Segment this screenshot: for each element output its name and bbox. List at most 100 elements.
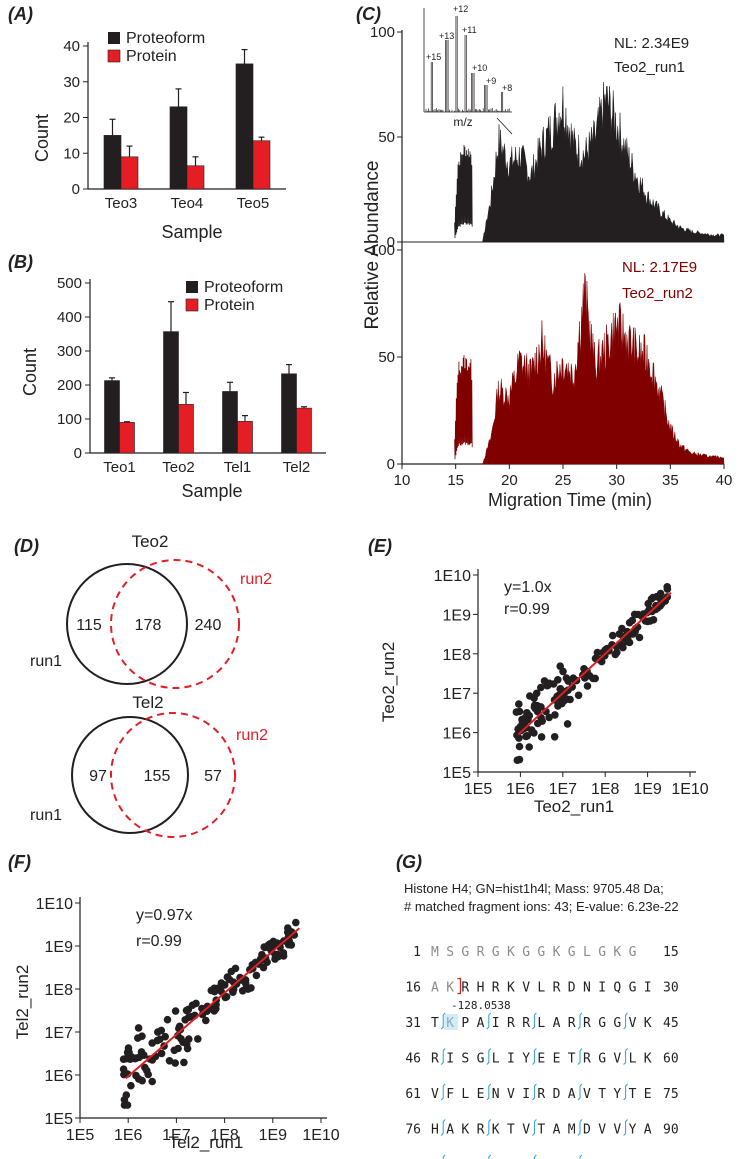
residue: V	[629, 1016, 637, 1031]
bar-proteoform	[223, 391, 238, 453]
residue: R	[568, 1016, 576, 1031]
fragment-marker	[532, 1084, 536, 1100]
fragment-marker	[578, 1155, 582, 1159]
fragment-marker	[624, 1013, 628, 1029]
bar-chart-a: Count Sample Proteoform Protein 0 10 20 30 4…	[32, 30, 286, 242]
residue: A	[644, 1123, 652, 1138]
data-point	[127, 1082, 135, 1090]
y-tick-label: 30	[63, 74, 80, 91]
residue: K	[507, 981, 515, 996]
inset-charge-label: +10	[472, 63, 487, 73]
data-point	[515, 700, 523, 708]
bar-proteoform	[282, 374, 297, 453]
electropherogram-c: Relative Abundance Migration Time (min) …	[362, 4, 732, 510]
x-tick-label: Teo1	[103, 459, 136, 476]
data-point	[288, 941, 296, 949]
data-point	[522, 733, 530, 741]
residue: R	[537, 1087, 545, 1102]
scatter-f: Tel2_run2 Tel2_run1 y=0.97x r=0.99 1E51E…	[13, 896, 340, 1152]
x-tick-label: 1E8	[210, 1127, 239, 1144]
inset-charge-label: +15	[426, 52, 441, 62]
data-point	[211, 985, 219, 993]
y-tick-label: 100	[57, 411, 82, 428]
bar-proteoform	[170, 107, 187, 189]
y-tick-label: 1E6	[45, 1068, 74, 1085]
data-point	[183, 1007, 191, 1015]
residue: D	[583, 1123, 591, 1138]
y-tick-label: 1E5	[443, 765, 472, 782]
ylabel-b: Count	[20, 348, 40, 396]
early-peaks-teo2_run1	[455, 145, 473, 238]
residue: T	[568, 1052, 576, 1067]
data-point	[179, 1038, 187, 1046]
data-point	[136, 1054, 144, 1062]
fragment-marker	[624, 1049, 628, 1065]
residue: K	[644, 1052, 652, 1067]
x-tick-label: 1E6	[506, 781, 535, 798]
residue: V	[598, 1123, 606, 1138]
data-point	[228, 968, 236, 976]
data-point	[551, 711, 559, 719]
residue: G	[613, 1016, 621, 1031]
data-point	[609, 632, 617, 640]
residue: E	[537, 1052, 545, 1067]
residue: K	[553, 945, 561, 960]
venn2-only-run1: 97	[89, 768, 107, 785]
bar-protein	[121, 157, 138, 189]
fragment-marker	[578, 1120, 582, 1136]
modification-mass: -128.0538	[451, 999, 511, 1012]
y-tick-label: 1E9	[443, 607, 472, 624]
residue: G	[492, 945, 500, 960]
residue: I	[644, 981, 652, 996]
data-point	[533, 690, 541, 698]
residue: I	[492, 1016, 500, 1031]
data-point	[247, 984, 255, 992]
residue: V	[431, 1087, 439, 1102]
venn2-title: Tel2	[132, 693, 163, 712]
seq-end-index: 30	[663, 981, 679, 996]
data-point	[564, 720, 572, 728]
y-tick-label: 100	[370, 242, 395, 259]
ylabel-e: Teo2_run2	[379, 642, 398, 722]
early-peaks-teo2_run2	[455, 355, 473, 459]
data-point	[120, 1055, 128, 1063]
fit-equation-e: y=1.0x	[504, 579, 552, 596]
fragment-marker	[532, 1120, 536, 1136]
correlation-f: r=0.99	[136, 933, 182, 950]
bar-proteoform	[236, 64, 253, 189]
y-tick-label: 20	[63, 110, 80, 127]
panel-label-a: (A)	[8, 4, 33, 24]
data-point	[292, 919, 300, 927]
seq-start-index: 16	[405, 981, 421, 996]
residue: A	[477, 1016, 485, 1031]
venn1-run1-label: run1	[30, 653, 62, 670]
data-point	[284, 924, 292, 932]
residue: R	[492, 981, 500, 996]
data-point	[181, 1016, 189, 1024]
panel-label-b: (B)	[8, 252, 33, 272]
fragment-marker	[487, 1049, 491, 1065]
residue: G	[537, 945, 545, 960]
residue: S	[446, 945, 454, 960]
fragment-marker	[532, 1049, 536, 1065]
bar-proteoform	[104, 135, 121, 189]
x-tick-label: 1E7	[162, 1127, 191, 1144]
y-tick-label: 300	[57, 343, 82, 360]
data-point	[194, 1035, 202, 1043]
x-tick-label: 1E5	[464, 781, 493, 798]
residue: N	[583, 981, 591, 996]
inset-charge-label: +12	[453, 4, 468, 14]
residue: V	[613, 1052, 621, 1067]
legend-swatch-protein	[108, 50, 120, 62]
sequence-rows: 1MSGRGKGGKGLGKG1516AKRHRKVLRDNIQGI3031TK…	[405, 945, 678, 1159]
data-point	[646, 617, 654, 625]
legend-label-protein: Protein	[204, 297, 255, 314]
fragment-marker	[624, 1120, 628, 1136]
seq-end-index: 90	[663, 1123, 679, 1138]
data-point	[154, 1028, 162, 1036]
x-tick-label: Teo5	[237, 195, 270, 212]
residue: I	[522, 1087, 530, 1102]
cleavage-marker	[457, 979, 460, 994]
venn2-run2-label: run2	[236, 727, 268, 744]
